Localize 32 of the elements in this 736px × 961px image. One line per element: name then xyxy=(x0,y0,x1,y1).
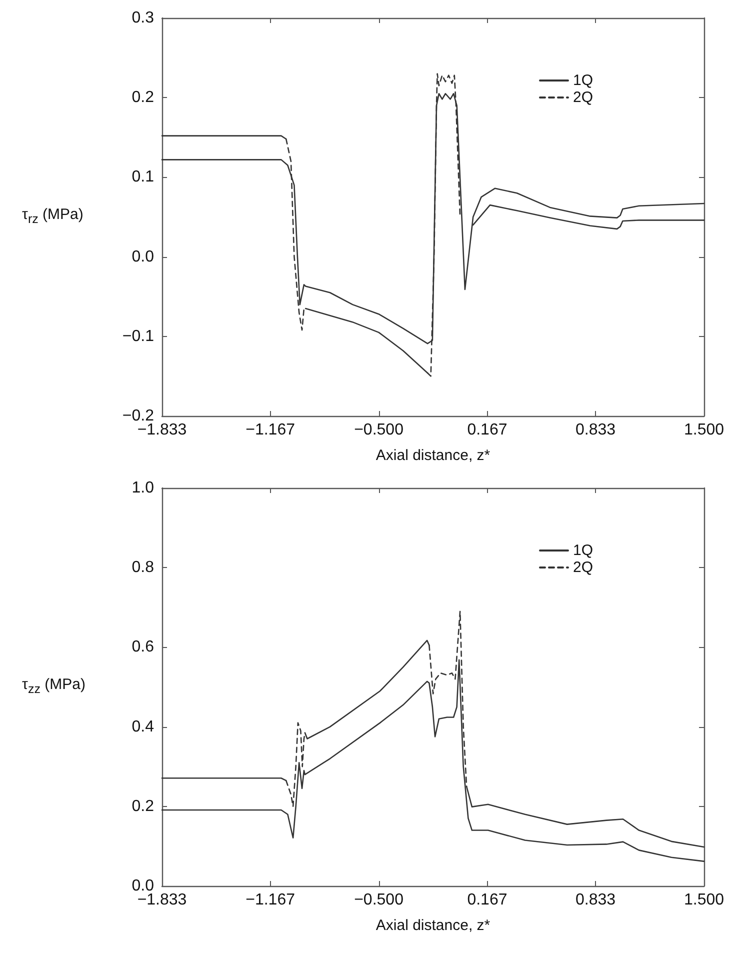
x-tick-label: 1.500 xyxy=(684,892,724,908)
y-tick-label: 0.3 xyxy=(132,10,154,26)
x-tick-label: 0.167 xyxy=(467,892,508,908)
y-axis-title: τ$_{rz}$ (MPa) xyxy=(22,206,84,226)
x-tick-label: −1.167 xyxy=(246,892,296,908)
legend-label: 1Q xyxy=(572,72,594,89)
x-tick-label: −1.833 xyxy=(137,892,187,908)
y-tick-label: 1.0 xyxy=(132,480,154,496)
x-axis-title: Axial distance, z* xyxy=(376,917,490,934)
y-tick-label: −0.2 xyxy=(122,408,154,424)
y-tick-label: 0.8 xyxy=(132,559,154,576)
y-tick-label: 0.0 xyxy=(132,878,154,894)
x-tick-label: 1.500 xyxy=(684,422,724,438)
y-tick-label: 0.0 xyxy=(132,248,154,266)
x-tick-label: 0.833 xyxy=(576,422,616,438)
legend-label: 2Q xyxy=(572,89,594,106)
y-tick-label: 0.1 xyxy=(132,168,154,186)
x-tick-label: −1.167 xyxy=(246,422,296,438)
y-tick-label: 0.2 xyxy=(132,798,154,815)
y-axis-title: τ$_{zz}$ (MPa) xyxy=(22,676,86,696)
legend-label: 2Q xyxy=(572,559,594,576)
x-axis-title: Axial distance, z* xyxy=(376,447,490,464)
x-tick-label: −1.833 xyxy=(137,422,187,438)
y-tick-label: 0.2 xyxy=(132,89,154,106)
x-tick-label: −0.500 xyxy=(354,422,404,438)
y-tick-label: 0.6 xyxy=(132,638,154,656)
y-tick-label: 0.4 xyxy=(132,718,154,736)
x-tick-label: 0.833 xyxy=(576,892,616,908)
legend-label: 1Q xyxy=(572,542,594,559)
y-tick-label: −0.1 xyxy=(122,328,154,345)
x-tick-label: 0.167 xyxy=(467,422,508,438)
x-tick-label: −0.500 xyxy=(354,892,404,908)
